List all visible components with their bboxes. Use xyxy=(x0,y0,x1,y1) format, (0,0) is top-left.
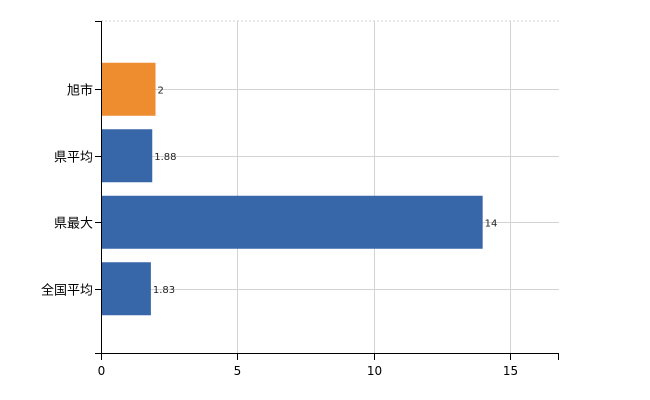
x-tick-label-3: 15 xyxy=(503,364,518,378)
y-tick-label-2: 県最大 xyxy=(54,217,93,232)
y-tick-label-3: 全国平均 xyxy=(41,283,93,299)
bar-1 xyxy=(101,129,153,183)
grid-lines xyxy=(101,20,559,354)
bar-0 xyxy=(101,62,156,116)
x-tick-label-0: 0 xyxy=(98,364,106,378)
data-label-2: 14 xyxy=(485,218,498,229)
data-label-3: 1.83 xyxy=(153,285,175,296)
bars xyxy=(101,62,483,316)
x-tick-label-2: 10 xyxy=(367,364,382,378)
bar-3 xyxy=(101,262,151,316)
x-tick-label-1: 5 xyxy=(234,364,242,378)
y-tick-label-1: 県平均 xyxy=(54,151,93,166)
data-label-1: 1.88 xyxy=(154,152,176,163)
data-labels: 2 1.88 14 1.83 xyxy=(153,85,498,296)
data-label-0: 2 xyxy=(158,85,164,96)
bar-2 xyxy=(101,195,483,249)
y-tick-label-0: 旭市 xyxy=(67,83,93,99)
